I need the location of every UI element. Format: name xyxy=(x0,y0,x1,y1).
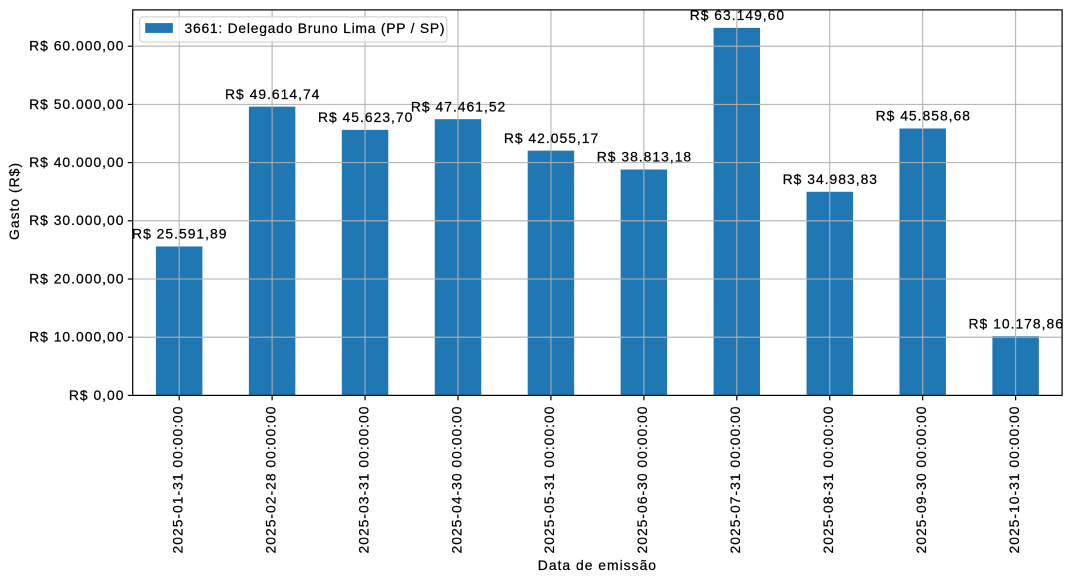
svg-text:R$ 10.178,86: R$ 10.178,86 xyxy=(969,315,1064,331)
svg-text:2025-08-31 00:00:00: 2025-08-31 00:00:00 xyxy=(820,406,836,554)
svg-text:2025-07-31 00:00:00: 2025-07-31 00:00:00 xyxy=(727,406,743,554)
svg-text:R$ 25.591,89: R$ 25.591,89 xyxy=(132,226,227,242)
svg-text:3661: Delegado Bruno Lima (PP: 3661: Delegado Bruno Lima (PP / SP) xyxy=(185,20,446,36)
svg-text:R$ 30.000,00: R$ 30.000,00 xyxy=(29,212,124,228)
svg-text:2025-01-31 00:00:00: 2025-01-31 00:00:00 xyxy=(169,406,185,554)
svg-text:R$ 50.000,00: R$ 50.000,00 xyxy=(29,96,124,112)
svg-text:2025-10-31 00:00:00: 2025-10-31 00:00:00 xyxy=(1006,405,1022,553)
svg-text:2025-02-28 00:00:00: 2025-02-28 00:00:00 xyxy=(262,406,278,554)
svg-text:R$ 42.055,17: R$ 42.055,17 xyxy=(504,130,599,146)
svg-text:R$ 20.000,00: R$ 20.000,00 xyxy=(29,270,124,286)
svg-text:2025-05-31 00:00:00: 2025-05-31 00:00:00 xyxy=(541,406,557,554)
svg-text:2025-09-30 00:00:00: 2025-09-30 00:00:00 xyxy=(913,406,929,554)
svg-text:2025-06-30 00:00:00: 2025-06-30 00:00:00 xyxy=(634,406,650,554)
svg-text:Data de emissão: Data de emissão xyxy=(538,557,657,573)
svg-text:R$ 10.000,00: R$ 10.000,00 xyxy=(29,329,124,345)
svg-text:2025-04-30 00:00:00: 2025-04-30 00:00:00 xyxy=(448,406,464,554)
svg-text:R$ 38.813,18: R$ 38.813,18 xyxy=(597,149,692,165)
svg-text:Gasto (R$): Gasto (R$) xyxy=(6,162,22,240)
svg-text:2025-03-31 00:00:00: 2025-03-31 00:00:00 xyxy=(355,405,371,553)
svg-text:R$ 45.858,68: R$ 45.858,68 xyxy=(876,108,971,124)
svg-text:R$ 60.000,00: R$ 60.000,00 xyxy=(29,38,124,54)
svg-text:R$ 0,00: R$ 0,00 xyxy=(69,387,125,403)
svg-text:R$ 63.149,60: R$ 63.149,60 xyxy=(690,7,785,23)
svg-text:R$ 49.614,74: R$ 49.614,74 xyxy=(225,86,320,102)
svg-text:R$ 47.461,52: R$ 47.461,52 xyxy=(411,98,506,114)
svg-text:R$ 45.623,70: R$ 45.623,70 xyxy=(318,109,413,125)
svg-text:R$ 34.983,83: R$ 34.983,83 xyxy=(783,171,878,187)
svg-text:R$ 40.000,00: R$ 40.000,00 xyxy=(29,154,124,170)
